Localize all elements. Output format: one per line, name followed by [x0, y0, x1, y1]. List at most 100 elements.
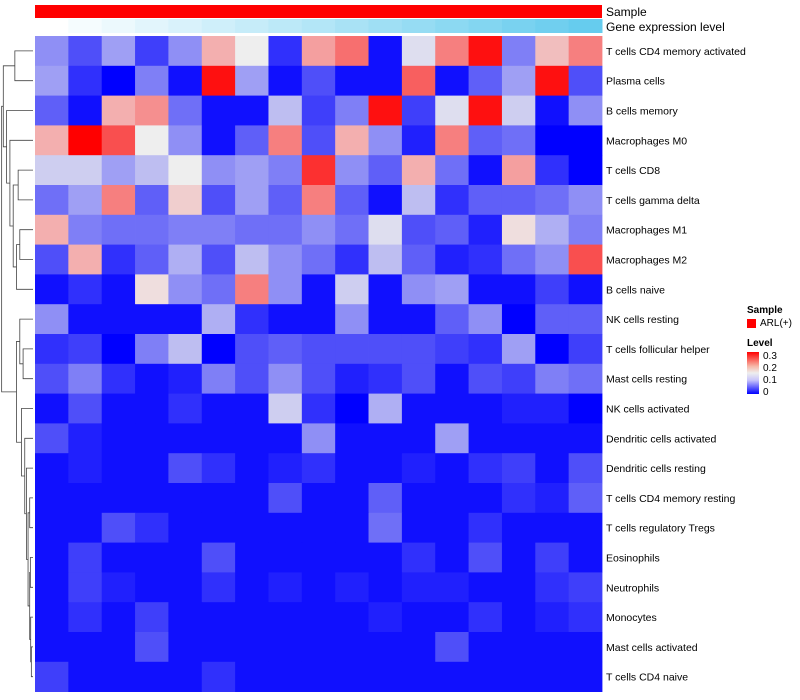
heatmap-cell-r3-c7: [268, 125, 303, 156]
heatmap-cell-r6-c8: [301, 214, 336, 245]
heatmap-cell-r16-c9: [335, 512, 369, 543]
heatmap-cell-r2-c6: [235, 95, 269, 126]
heatmap-cell-r11-c1: [68, 363, 103, 394]
heatmap-cell-r4-c10: [368, 155, 403, 186]
heatmap-cell-r8-c12: [435, 274, 469, 305]
row-label-18: Neutrophils: [606, 582, 659, 594]
heatmap-cell-r5-c8: [301, 185, 336, 216]
heatmap-cell-r1-c13: [468, 65, 503, 96]
legend-level: Level 0.3 0.2 0.1 0: [747, 338, 800, 398]
heatmap-cell-r11-c5: [201, 363, 236, 394]
heatmap-cell-r11-c11: [401, 363, 436, 394]
heatmap-cell-r1-c10: [368, 65, 403, 96]
heatmap-cell-r5-c15: [535, 185, 570, 216]
heatmap-cell-r5-c11: [401, 185, 436, 216]
heatmap-cell-r20-c2: [101, 632, 136, 663]
heatmap-cell-r15-c6: [235, 483, 269, 514]
heatmap-cell-r1-c12: [435, 65, 469, 96]
heatmap-cell-r12-c15: [535, 393, 570, 424]
heatmap-cell-r1-c3: [135, 65, 169, 96]
heatmap-cell-r2-c14: [501, 95, 536, 126]
heatmap-cell-r18-c10: [368, 572, 403, 603]
heatmap-cell-r15-c13: [468, 483, 503, 514]
dendrogram-branch: [30, 646, 33, 678]
heatmap-cell-r5-c2: [101, 185, 136, 216]
heatmap-cell-r16-c16: [568, 512, 603, 543]
heatmap-cell-r2-c2: [101, 95, 136, 126]
heatmap-cell-r13-c6: [235, 423, 269, 454]
heatmap-cell-r7-c14: [501, 244, 536, 275]
heatmap-cell-r18-c1: [68, 572, 103, 603]
row-label-12: NK cells activated: [606, 404, 690, 416]
row-label-3: Macrophages M0: [606, 135, 687, 147]
heatmap-cell-r8-c0: [35, 274, 69, 305]
row-label-14: Dendritic cells resting: [606, 463, 706, 475]
heatmap-cell-r8-c13: [468, 274, 503, 305]
heatmap-cell-r6-c0: [35, 214, 69, 245]
heatmap-cell-r20-c4: [168, 632, 203, 663]
heatmap-cell-r6-c7: [268, 214, 303, 245]
heatmap-cell-r20-c11: [401, 632, 436, 663]
heatmap-cell-r6-c2: [101, 214, 136, 245]
heatmap-cell-r6-c12: [435, 214, 469, 245]
annotation-sample-label: Sample: [606, 5, 647, 19]
heatmap-cell-r6-c1: [68, 214, 103, 245]
legend-tick-0.2: 0.2: [763, 363, 777, 374]
heatmap-cell-r21-c15: [535, 661, 570, 692]
row-label-1: Plasma cells: [606, 76, 665, 88]
heatmap-cell-r4-c11: [401, 155, 436, 186]
heatmap-cell-r18-c9: [335, 572, 369, 603]
heatmap-cell-r14-c8: [301, 453, 336, 484]
heatmap-cell-r5-c3: [135, 185, 169, 216]
heatmap-cell-r11-c2: [101, 363, 136, 394]
heatmap-cell-r19-c5: [201, 602, 236, 633]
heatmap-cell-r18-c7: [268, 572, 303, 603]
heatmap-cell-r12-c13: [468, 393, 503, 424]
heatmap-cell-r2-c7: [268, 95, 303, 126]
heatmap-cell-r3-c4: [168, 125, 203, 156]
heatmap-cell-r0-c2: [101, 36, 136, 67]
heatmap-cell-r4-c5: [201, 155, 236, 186]
heatmap-cell-r20-c0: [35, 632, 69, 663]
dendrogram-branch: [6, 110, 33, 184]
dendrogram-branch: [16, 244, 33, 290]
heatmap-cell-r4-c15: [535, 155, 570, 186]
annotation-expression-cell-0: [35, 19, 69, 33]
heatmap-cell-r13-c4: [168, 423, 203, 454]
dendrogram-branch: [12, 184, 19, 268]
heatmap-cell-r3-c13: [468, 125, 503, 156]
heatmap-cell-r12-c3: [135, 393, 169, 424]
heatmap-cell-r21-c13: [468, 661, 503, 692]
heatmap-cell-r14-c14: [501, 453, 536, 484]
heatmap-cell-r9-c16: [568, 304, 603, 335]
heatmap-cell-r18-c8: [301, 572, 336, 603]
heatmap-cell-r11-c9: [335, 363, 369, 394]
heatmap-cell-r15-c14: [501, 483, 536, 514]
heatmap-cell-r1-c11: [401, 65, 436, 96]
dendrogram-branch: [29, 557, 33, 588]
heatmap-cell-r13-c0: [35, 423, 69, 454]
heatmap-cell-r8-c1: [68, 274, 103, 305]
heatmap-cell-r17-c9: [335, 542, 369, 573]
row-label-16: T cells regulatory Tregs: [606, 523, 715, 535]
heatmap-cell-r11-c8: [301, 363, 336, 394]
dendrogram-branch: [22, 348, 33, 380]
heatmap-cell-r20-c5: [201, 632, 236, 663]
heatmap-cell-r13-c15: [535, 423, 570, 454]
heatmap-cell-r9-c8: [301, 304, 336, 335]
heatmap-cell-r7-c16: [568, 244, 603, 275]
heatmap-cell-r21-c9: [335, 661, 369, 692]
heatmap-cell-r14-c12: [435, 453, 469, 484]
heatmap-cell-r9-c5: [201, 304, 236, 335]
heatmap-cell-r12-c8: [301, 393, 336, 424]
heatmap-cell-r15-c8: [301, 483, 336, 514]
heatmap-cell-r2-c0: [35, 95, 69, 126]
heatmap-cell-r17-c8: [301, 542, 336, 573]
heatmap-cell-r19-c3: [135, 602, 169, 633]
legend: Sample ARL(+) Level 0.3 0.2 0.1 0: [747, 305, 800, 398]
heatmap-cell-r16-c2: [101, 512, 136, 543]
heatmap-cell-r18-c0: [35, 572, 69, 603]
heatmap-cell-r5-c6: [235, 185, 269, 216]
heatmap-cell-r12-c9: [335, 393, 369, 424]
heatmap-cell-r0-c14: [501, 36, 536, 67]
